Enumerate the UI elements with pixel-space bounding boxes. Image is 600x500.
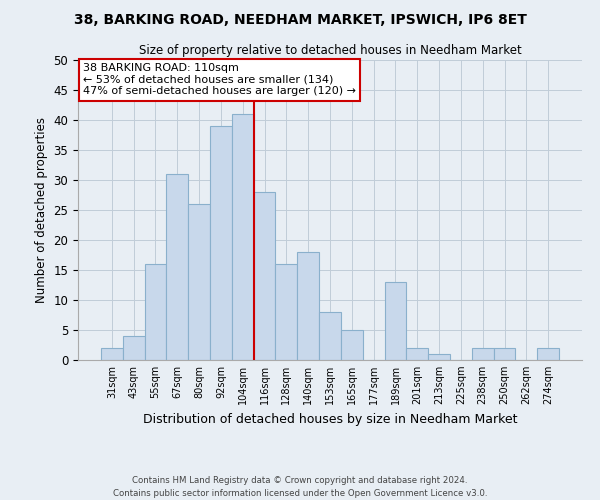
Bar	[341, 330, 363, 360]
Bar	[123, 336, 145, 360]
Text: Contains HM Land Registry data © Crown copyright and database right 2024.
Contai: Contains HM Land Registry data © Crown c…	[113, 476, 487, 498]
Bar	[472, 348, 494, 360]
X-axis label: Distribution of detached houses by size in Needham Market: Distribution of detached houses by size …	[143, 412, 517, 426]
Bar	[166, 174, 188, 360]
Bar	[428, 354, 450, 360]
Bar	[210, 126, 232, 360]
Bar	[494, 348, 515, 360]
Bar	[101, 348, 123, 360]
Bar	[297, 252, 319, 360]
Bar	[275, 264, 297, 360]
Bar	[319, 312, 341, 360]
Bar	[385, 282, 406, 360]
Bar	[145, 264, 166, 360]
Bar	[537, 348, 559, 360]
Y-axis label: Number of detached properties: Number of detached properties	[35, 117, 48, 303]
Text: 38, BARKING ROAD, NEEDHAM MARKET, IPSWICH, IP6 8ET: 38, BARKING ROAD, NEEDHAM MARKET, IPSWIC…	[74, 12, 526, 26]
Text: 38 BARKING ROAD: 110sqm
← 53% of detached houses are smaller (134)
47% of semi-d: 38 BARKING ROAD: 110sqm ← 53% of detache…	[83, 63, 356, 96]
Bar	[188, 204, 210, 360]
Bar	[254, 192, 275, 360]
Bar	[232, 114, 254, 360]
Title: Size of property relative to detached houses in Needham Market: Size of property relative to detached ho…	[139, 44, 521, 58]
Bar	[406, 348, 428, 360]
